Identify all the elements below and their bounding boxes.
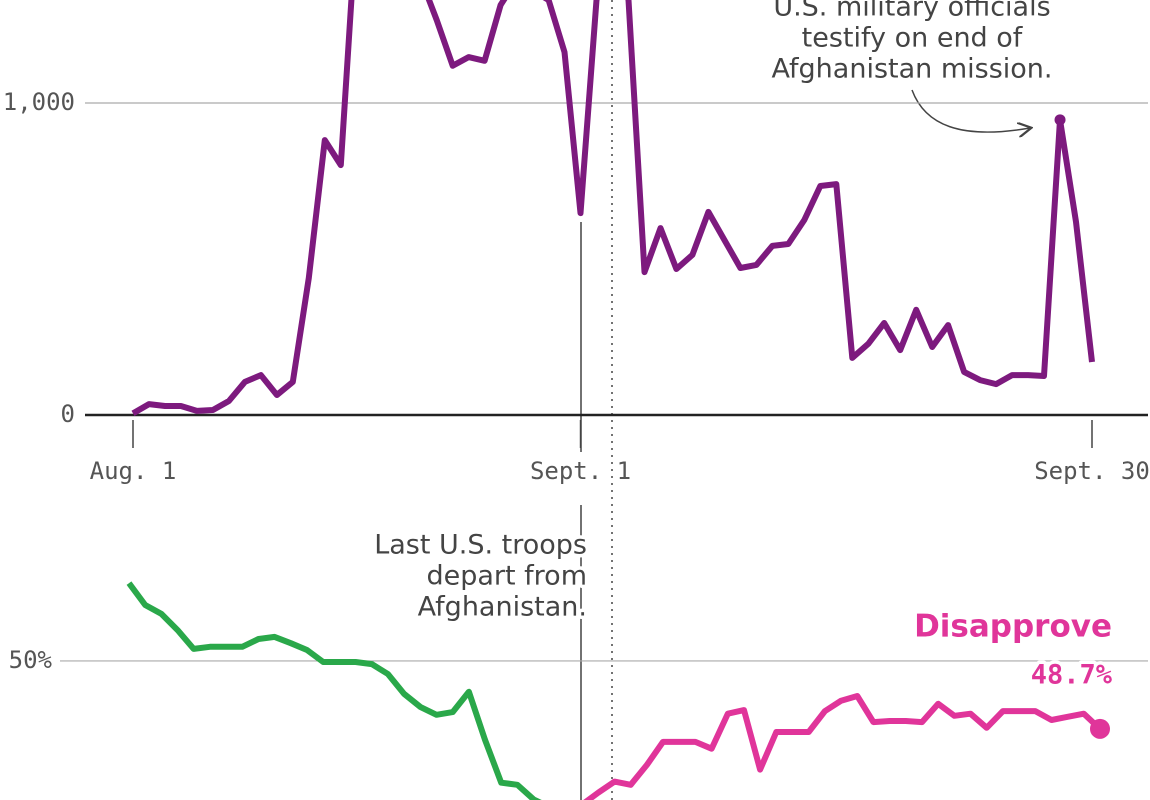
reference-lines bbox=[580, 0, 1030, 800]
annotation: U.S. military officials bbox=[773, 0, 1050, 23]
y-tick-label: 50% bbox=[9, 646, 53, 674]
data-line bbox=[583, 693, 1103, 800]
annotation: Afghanistan. bbox=[418, 592, 587, 623]
annotation: Last U.S. troops bbox=[374, 530, 587, 561]
end-dot bbox=[1090, 718, 1110, 739]
annotation: testify on end of bbox=[802, 23, 1024, 54]
annotation: depart from bbox=[426, 561, 587, 592]
y-tick-label: 0 bbox=[61, 400, 75, 428]
annotated-point bbox=[1054, 114, 1066, 126]
annotation-arrow bbox=[911, 89, 1030, 132]
value-label: 48.7% bbox=[1031, 659, 1113, 690]
data-line bbox=[131, 0, 1095, 416]
x-tick-label: Sept. 1 bbox=[530, 457, 631, 485]
x-tick-label: Sept. 30 bbox=[1034, 457, 1150, 485]
y-tick-label: 1,000 bbox=[3, 88, 75, 116]
data-line bbox=[126, 581, 542, 800]
annotation: Afghanistan mission. bbox=[772, 54, 1053, 85]
x-tick-label: Aug. 1 bbox=[90, 457, 177, 485]
series-label: Disapprove bbox=[914, 608, 1112, 644]
